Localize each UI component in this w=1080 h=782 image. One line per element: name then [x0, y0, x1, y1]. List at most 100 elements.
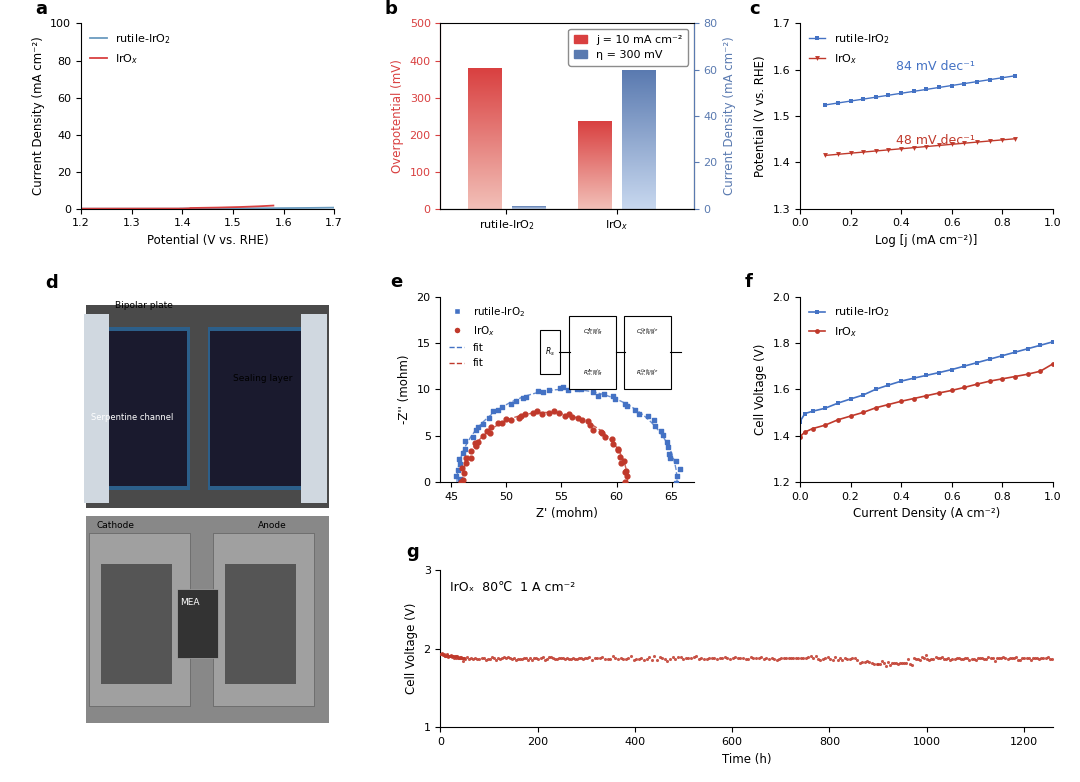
Point [609, 443, 626, 455]
Point [631, 653, 648, 665]
Point [450, 452, 468, 465]
Point [812, 654, 829, 666]
Point [554, 652, 571, 665]
Point [522, 652, 539, 665]
Point [1005, 651, 1023, 664]
Point [1022, 654, 1039, 666]
Point [551, 382, 568, 394]
Point [940, 651, 957, 664]
Bar [211, 331, 301, 486]
Bar [301, 314, 326, 504]
Point [514, 653, 531, 665]
Point [644, 653, 661, 665]
Point [918, 652, 935, 665]
Point [568, 383, 585, 396]
Point [435, 649, 453, 662]
Point [935, 653, 953, 665]
Point [874, 655, 891, 667]
Point [474, 418, 491, 431]
Point [540, 651, 557, 664]
Point [635, 653, 652, 665]
Point [609, 652, 626, 665]
Point [620, 652, 637, 665]
Point [667, 455, 685, 468]
Point [435, 648, 453, 661]
Point [482, 426, 499, 439]
Point [462, 452, 480, 465]
Point [582, 418, 599, 431]
Point [494, 652, 511, 665]
Text: MEA: MEA [180, 598, 200, 607]
Point [607, 393, 624, 405]
Point [528, 652, 545, 665]
Point [558, 651, 576, 664]
Text: Bipolar plate: Bipolar plate [116, 301, 173, 310]
Point [711, 651, 728, 664]
Point [550, 407, 567, 419]
Point [512, 653, 529, 665]
Point [484, 405, 501, 418]
Point [876, 657, 893, 669]
Point [1012, 654, 1029, 666]
Point [942, 654, 959, 666]
Point [449, 464, 467, 476]
Point [814, 653, 832, 665]
Legend: rutile-IrO$_2$, IrO$_x$: rutile-IrO$_2$, IrO$_x$ [806, 29, 893, 69]
Bar [102, 564, 172, 684]
Point [1026, 651, 1043, 664]
Point [920, 654, 937, 666]
Point [586, 651, 604, 664]
Point [851, 657, 868, 669]
Point [604, 650, 621, 662]
Point [737, 653, 754, 665]
Point [778, 652, 795, 665]
Point [672, 651, 689, 664]
Point [450, 651, 468, 664]
Point [599, 653, 617, 665]
Point [683, 652, 700, 665]
Point [672, 462, 689, 475]
Point [434, 647, 451, 659]
Point [542, 651, 559, 664]
Point [596, 431, 613, 443]
Point [605, 389, 622, 402]
Point [433, 648, 450, 661]
Text: 84 mV dec⁻¹: 84 mV dec⁻¹ [896, 59, 975, 73]
Point [659, 436, 676, 448]
Point [564, 411, 581, 424]
Point [581, 651, 598, 664]
Point [526, 651, 543, 664]
Bar [207, 327, 303, 490]
Point [469, 653, 486, 665]
Point [627, 653, 645, 665]
Point [459, 651, 476, 663]
Point [909, 652, 927, 665]
Bar [86, 305, 329, 508]
Point [1035, 652, 1052, 665]
Point [491, 652, 509, 665]
Point [809, 653, 826, 665]
Point [570, 652, 588, 665]
Point [496, 651, 513, 664]
Point [561, 653, 578, 665]
Y-axis label: Potential (V vs. RHE): Potential (V vs. RHE) [754, 56, 767, 177]
Point [457, 443, 474, 455]
Point [646, 650, 663, 662]
Point [843, 652, 861, 665]
Point [464, 653, 482, 665]
Point [660, 447, 677, 460]
Point [477, 654, 495, 666]
Point [659, 441, 676, 454]
Point [793, 652, 810, 665]
Point [929, 652, 946, 665]
Point [824, 654, 841, 666]
Point [514, 391, 531, 404]
Point [888, 657, 905, 669]
Point [489, 652, 507, 665]
Text: d: d [45, 274, 58, 292]
Point [446, 651, 463, 663]
Point [990, 651, 1008, 664]
Y-axis label: Current Density (mA cm⁻²): Current Density (mA cm⁻²) [31, 37, 44, 196]
Point [455, 652, 472, 665]
Point [688, 650, 705, 662]
